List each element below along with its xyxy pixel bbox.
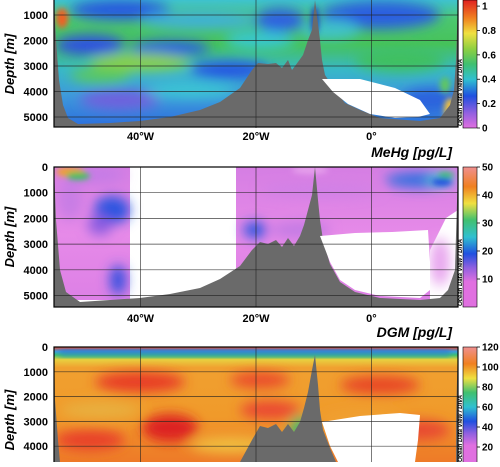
y-ticks-1: 1000 2000 3000 4000 5000: [24, 10, 48, 124]
colorbar-2: [462, 166, 478, 308]
y-tick-label: 3000: [24, 239, 48, 251]
y-ticks-2: 0 1000 2000 3000 4000 5000: [24, 162, 48, 303]
colorbar-tick-label: 30: [482, 219, 494, 230]
y-axis-label-3: Depth [m]: [2, 389, 17, 450]
panel-3: 0 1000 2000 3000 4000 Depth [m] 120 100 80 60 40…: [2, 342, 499, 467]
y-tick-label: 4000: [24, 441, 48, 453]
colorbar-3: [462, 346, 478, 467]
colorbar-tick-label: 10: [482, 275, 494, 286]
colorbar-tick-label: 20: [482, 247, 494, 258]
y-tick-label: 0: [42, 162, 48, 174]
colorbar-tick-label: 0: [482, 124, 488, 135]
y-tick-label: 2000: [24, 36, 48, 48]
colorbar-tick-label: 0.6: [482, 50, 496, 61]
y-tick-label: 1000: [24, 367, 48, 379]
colorbar-ticks-1: 1 0.8 0.6 0.4 0.2 0: [477, 2, 496, 135]
credit-2: Ocean Data View / DIVA: [458, 239, 464, 306]
colorbar-tick-label: 0.2: [482, 99, 496, 110]
x-ticks-1: 40°W 20°W 0°: [127, 131, 377, 143]
colorbar-tick-label: 40: [482, 423, 494, 434]
x-tick-label: 20°W: [242, 131, 270, 143]
colorbar-tick-label: 40: [482, 191, 494, 202]
x-tick-label: 20°W: [242, 313, 270, 325]
y-axis-label-2: Depth [m]: [2, 206, 17, 267]
y-tick-label: 2000: [24, 213, 48, 225]
y-tick-label: 4000: [24, 265, 48, 277]
y-axis-label-1: Depth [m]: [2, 33, 17, 94]
colorbar-ticks-2: 50 40 30 20 10: [477, 163, 494, 286]
y-tick-label: 1000: [24, 188, 48, 200]
no-data-mask-3: [322, 413, 420, 462]
credit-3: Ocean Data View / DIVA: [458, 395, 464, 462]
y-tick-label: 2000: [24, 392, 48, 404]
colorbar-tick-label: 100: [482, 363, 499, 374]
colorbar-tick-label: 0.8: [482, 26, 496, 37]
colorbar-tick-label: 80: [482, 383, 494, 394]
x-ticks-2: 40°W 20°W 0°: [127, 313, 377, 325]
colorbar-tick-label: 1: [482, 2, 488, 13]
y-ticks-3: 0 1000 2000 3000 4000: [24, 342, 48, 453]
no-data-mask-1: [322, 79, 430, 118]
grid-2: [54, 167, 458, 307]
colorbar-1: [462, 0, 478, 129]
panel-2: 0 1000 2000 3000 4000 5000 40°W 20°W 0° Depth […: [2, 162, 494, 325]
x-tick-label: 0°: [366, 313, 377, 325]
y-tick-label: 5000: [24, 112, 48, 124]
y-tick-label: 3000: [24, 61, 48, 73]
y-tick-label: 0: [42, 342, 48, 354]
panel-title-3: DGM [pg/L]: [377, 324, 454, 340]
panel-1: 1000 2000 3000 4000 5000 40°W 20°W 0° Depth [m…: [2, 0, 496, 143]
colorbar-tick-label: 0.4: [482, 75, 496, 86]
y-tick-label: 5000: [24, 291, 48, 303]
x-tick-label: 0°: [366, 131, 377, 143]
grid-1: [54, 0, 458, 128]
x-tick-label: 40°W: [127, 131, 155, 143]
panel-title-2: MeHg [pg/L]: [371, 144, 453, 160]
colorbar-tick-label: 60: [482, 403, 494, 414]
y-tick-label: 3000: [24, 416, 48, 428]
credit-1: Ocean Data View / DIVA: [458, 59, 464, 126]
y-tick-label: 4000: [24, 87, 48, 99]
colorbar-tick-label: 50: [482, 163, 494, 174]
colorbar-ticks-3: 120 100 80 60 40 20: [477, 343, 499, 454]
colorbar-tick-label: 20: [482, 443, 494, 454]
y-tick-label: 1000: [24, 10, 48, 22]
x-tick-label: 40°W: [127, 313, 155, 325]
grid-3: [54, 347, 458, 467]
no-data-mask-2: [320, 230, 430, 298]
colorbar-tick-label: 120: [482, 343, 499, 354]
